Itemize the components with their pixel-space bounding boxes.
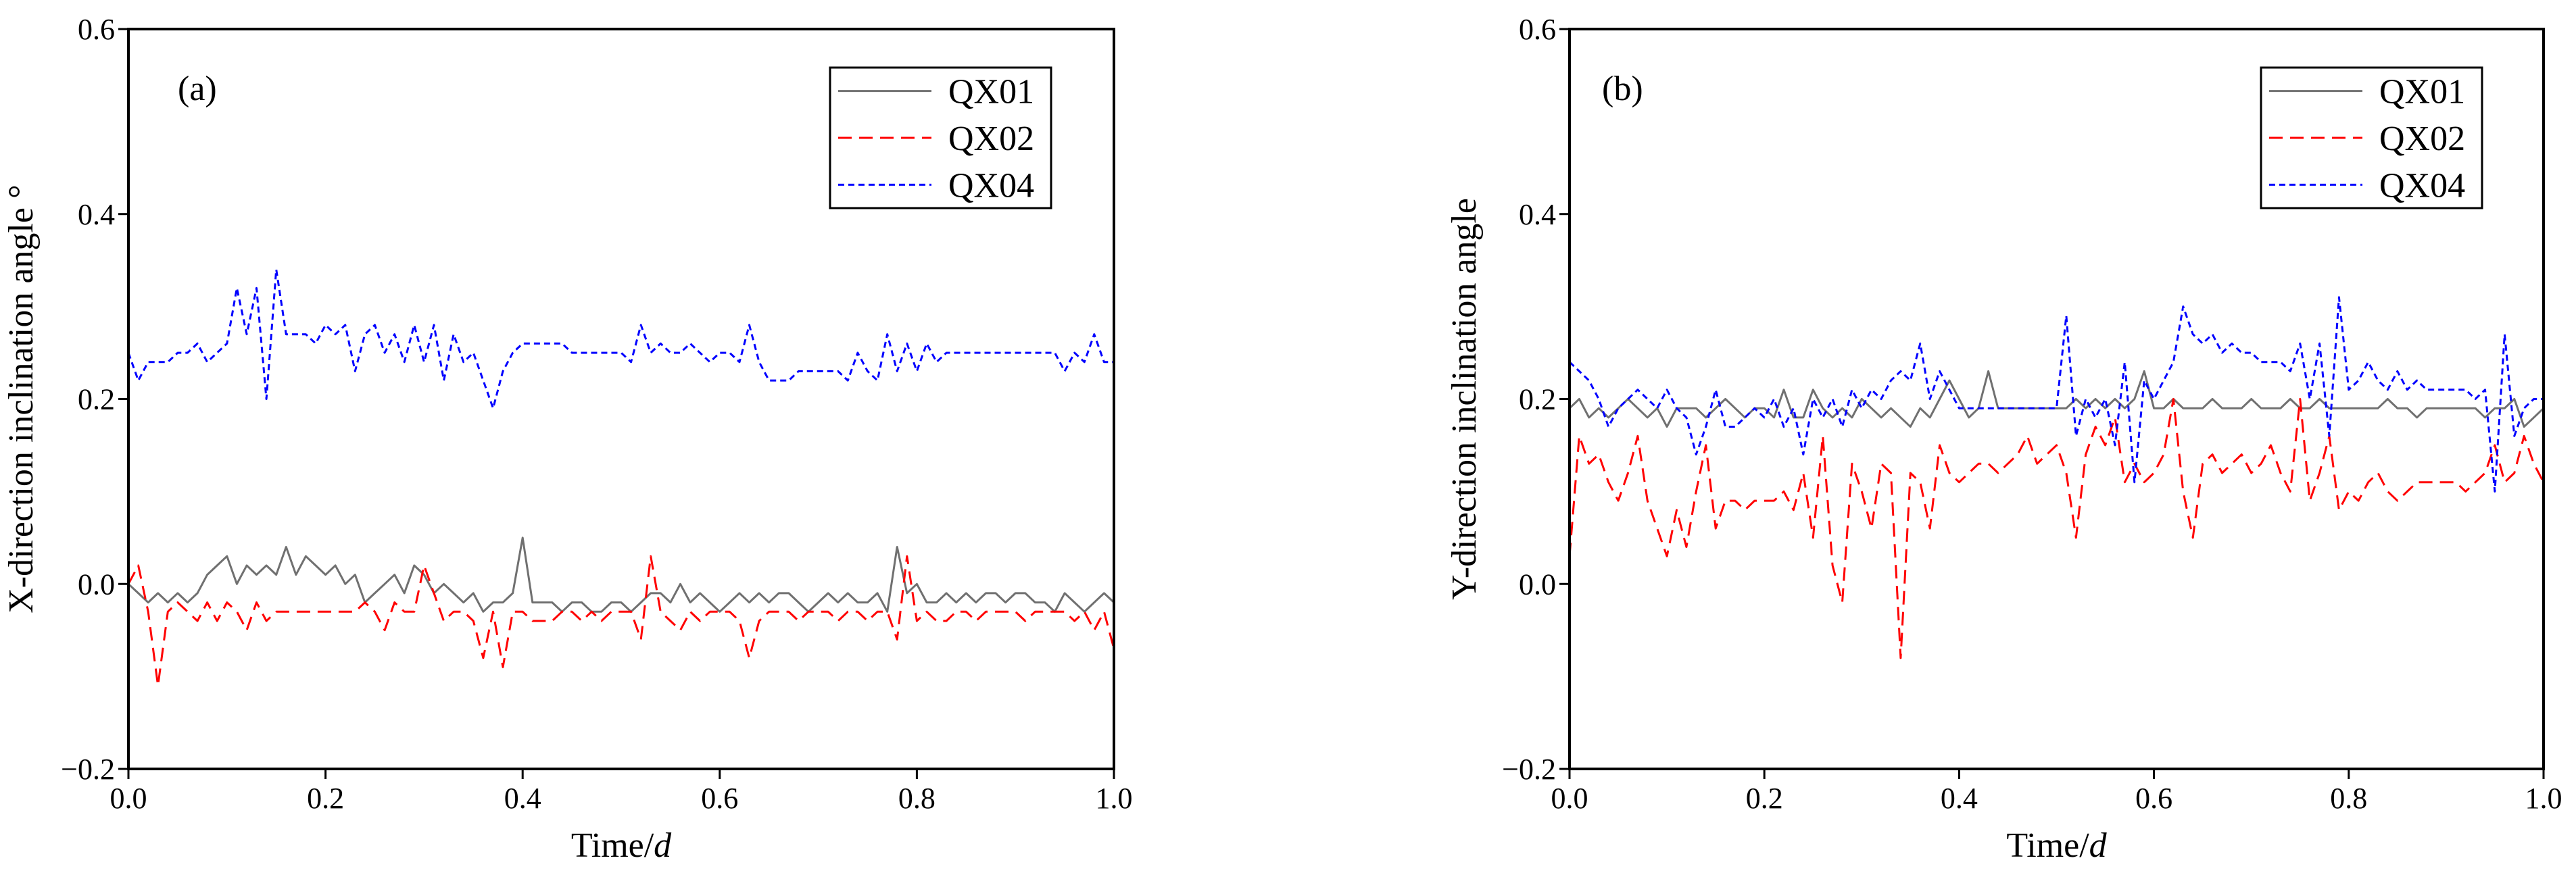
- panel-label: (a): [178, 70, 217, 108]
- x-tick-label: 0.2: [307, 782, 344, 815]
- series-line-qx04: [1568, 296, 2544, 493]
- x-axis-label-text: Time/: [571, 826, 654, 865]
- y-tick-label: 0.2: [1519, 383, 1556, 416]
- legend: QX01 QX02 QX04: [829, 66, 1052, 209]
- x-tick-label: 1.0: [2525, 782, 2562, 815]
- series-line-qx02: [1568, 398, 2545, 659]
- panel-label: (b): [1602, 70, 1643, 108]
- legend-label-qx01: QX01: [2379, 73, 2465, 111]
- y-tick-label: −0.2: [1502, 753, 1556, 786]
- y-tick-label: 0.0: [1519, 568, 1556, 601]
- series-line-qx01: [1568, 370, 2545, 428]
- x-tick-label: 0.2: [1746, 782, 1783, 815]
- x-axis-label-unit: d: [2089, 826, 2108, 865]
- y-axis-label: Y-direction inclination angle: [1445, 198, 1484, 600]
- x-axis-label-text: Time/: [2006, 826, 2089, 865]
- y-tick-label: 0.6: [1519, 13, 1556, 46]
- y-tick-label: 0.6: [78, 13, 115, 46]
- x-tick-label: 0.4: [1941, 782, 1978, 815]
- panel-a: 0.0 0.2 0.4 0.6 0.8 1.0−0.20.00.20.40.6Time/d…: [2, 13, 1133, 865]
- series-line-qx01: [127, 536, 1115, 613]
- x-tick-label: 1.0: [1096, 782, 1133, 815]
- legend-label-qx04: QX04: [948, 166, 1034, 205]
- x-tick-label: 0.8: [898, 782, 935, 815]
- x-tick-label: 0.4: [504, 782, 541, 815]
- legend-label-qx04: QX04: [2379, 166, 2465, 205]
- legend: QX01 QX02 QX04: [2260, 66, 2483, 209]
- legend-label-qx02: QX02: [2379, 120, 2465, 158]
- x-tick-label: 0.6: [701, 782, 738, 815]
- legend-label-qx02: QX02: [948, 120, 1034, 158]
- y-tick-label: 0.0: [78, 568, 115, 601]
- x-tick-label: 0.0: [110, 782, 147, 815]
- legend-label-qx01: QX01: [948, 73, 1034, 111]
- x-tick-label: 0.8: [2330, 782, 2367, 815]
- x-axis-label: Time/d: [2006, 826, 2107, 865]
- x-tick-label: 0.6: [2135, 782, 2172, 815]
- series-line-qx04: [127, 268, 1114, 409]
- panel-b: 0.0 0.2 0.4 0.6 0.8 1.0−0.20.00.20.40.6Time/d…: [1445, 13, 2562, 865]
- y-tick-label: −0.2: [61, 753, 115, 786]
- y-axis-label: X-direction inclination angle °: [2, 184, 41, 614]
- x-axis-label-unit: d: [654, 826, 672, 865]
- series-line-qx02: [127, 555, 1115, 687]
- x-axis-label: Time/d: [571, 826, 672, 865]
- y-tick-label: 0.4: [1519, 198, 1556, 231]
- y-tick-label: 0.2: [78, 383, 115, 416]
- y-tick-label: 0.4: [78, 198, 115, 231]
- x-tick-label: 0.0: [1551, 782, 1588, 815]
